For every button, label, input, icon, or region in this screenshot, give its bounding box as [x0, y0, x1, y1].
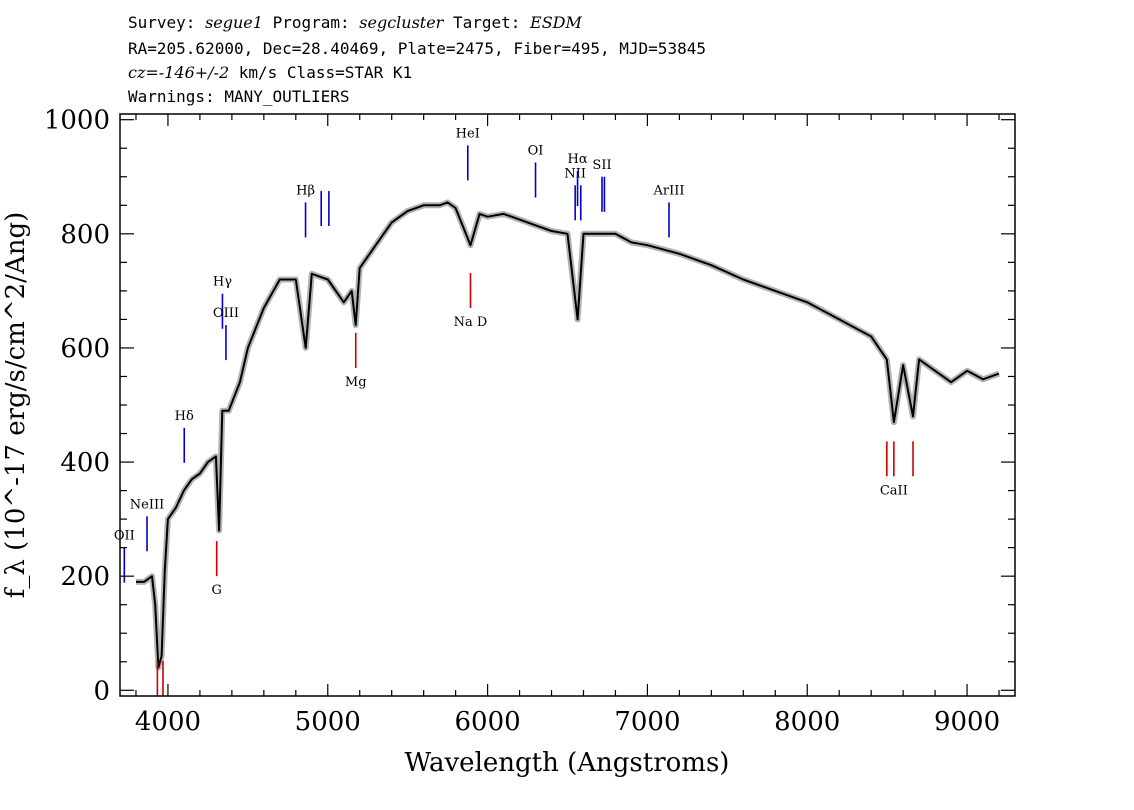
line-label-11: Hα	[568, 152, 588, 167]
y-tick-label: 400	[60, 448, 110, 478]
line-label-4: OIII	[213, 306, 239, 321]
line-label-8: HeI	[456, 126, 480, 141]
line-label-1: NeIII	[130, 497, 164, 512]
line-label-3: Hγ	[213, 275, 232, 290]
program-label: Program:	[262, 13, 360, 32]
line-label-15: ArIII	[652, 183, 684, 198]
header-line-4: Warnings: MANY_OUTLIERS	[128, 87, 350, 106]
header-line-3: cz=-146+/-2 km/s Class=STAR K1	[128, 64, 412, 82]
line-label-2: Hδ	[175, 409, 194, 424]
y-tick-label: 800	[60, 220, 110, 250]
header-line-2: RA=205.62000, Dec=28.40469, Plate=2475, …	[128, 39, 706, 58]
x-axis-title: Wavelength (Angstroms)	[405, 748, 730, 778]
target-value: ESDM	[530, 13, 582, 32]
line-label-0: OII	[114, 529, 135, 544]
y-tick-label: 200	[60, 562, 110, 592]
spectrum-line	[136, 201, 1000, 669]
redshift-value: cz=-146+/-2	[128, 63, 230, 82]
line-label-9: OI	[528, 144, 544, 159]
x-tick-label: 6000	[455, 707, 521, 737]
y-tick-label: 1000	[44, 106, 110, 136]
y-tick-label: 600	[60, 334, 110, 364]
x-tick-label: 8000	[774, 707, 840, 737]
x-tick-label: 9000	[934, 707, 1000, 737]
target-label: Target:	[443, 13, 531, 32]
line-label-20: Na D	[454, 315, 488, 330]
header-line-1: Survey: segue1 Program: segcluster Targe…	[128, 14, 582, 32]
line-label-13: SII	[592, 158, 611, 173]
class-text: km/s Class=STAR K1	[229, 63, 413, 82]
survey-value: segue1	[205, 13, 263, 32]
line-label-22: CaII	[880, 483, 908, 498]
survey-label: Survey:	[128, 13, 206, 32]
x-tick-label: 5000	[295, 707, 361, 737]
y-axis-title: f_λ (10^-17 erg/s/cm^2/Ang)	[1, 212, 31, 598]
x-tick-label: 7000	[614, 707, 680, 737]
line-label-10: NII	[564, 166, 586, 181]
line-label-18: G	[211, 583, 221, 598]
spectrum-error-band	[136, 199, 1001, 671]
y-tick-label: 0	[93, 676, 110, 706]
line-label-19: Mg	[345, 375, 367, 390]
line-label-5: Hβ	[296, 183, 315, 198]
x-tick-label: 4000	[135, 707, 201, 737]
plot-frame	[119, 113, 1016, 697]
program-value: segcluster	[359, 13, 444, 32]
